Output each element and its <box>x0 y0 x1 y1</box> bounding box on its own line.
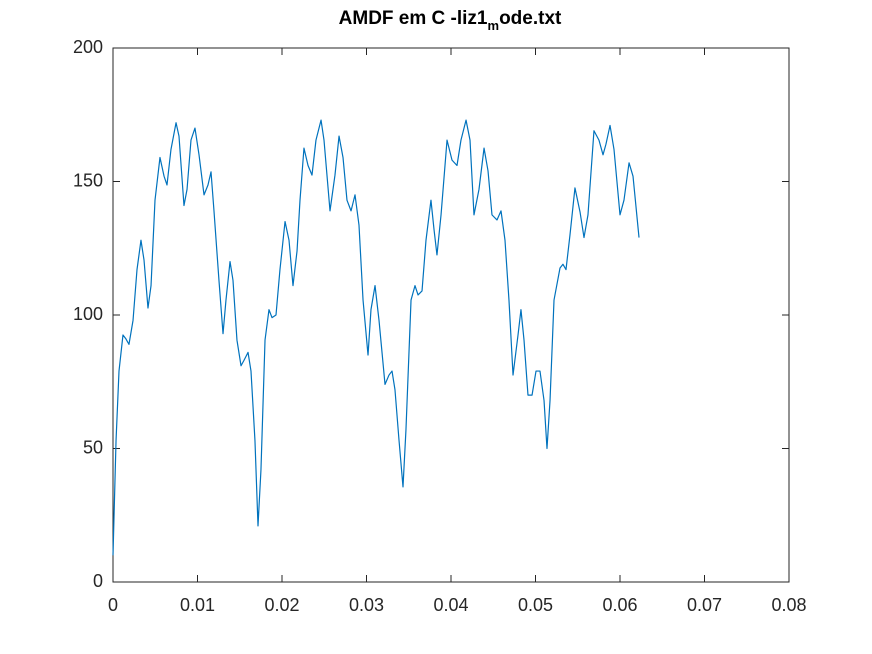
x-tick-label: 0.08 <box>771 595 806 615</box>
y-tick-label: 0 <box>93 571 103 591</box>
x-tick-label: 0 <box>108 595 118 615</box>
title-rest: ode.txt <box>499 8 562 29</box>
data-line <box>112 119 640 556</box>
y-tick-label: 200 <box>73 37 103 57</box>
x-tick-label: 0.07 <box>687 595 722 615</box>
y-tick-label: 100 <box>73 304 103 324</box>
plot-frame <box>112 47 790 583</box>
x-tick-label: 0.05 <box>518 595 553 615</box>
y-tick-label: 150 <box>73 170 103 190</box>
x-tick-label: 0.04 <box>433 595 468 615</box>
title-subscript: m <box>488 18 500 33</box>
x-tick-label: 0.03 <box>349 595 384 615</box>
x-tick-label: 0.01 <box>180 595 215 615</box>
title-text: AMDF em C -liz1 <box>339 8 488 29</box>
x-tick-label: 0.06 <box>602 595 637 615</box>
x-tick-label: 0.02 <box>264 595 299 615</box>
y-tick-label: 50 <box>83 437 103 457</box>
chart-title: AMDF em C -liz1mode.txt <box>339 8 562 33</box>
